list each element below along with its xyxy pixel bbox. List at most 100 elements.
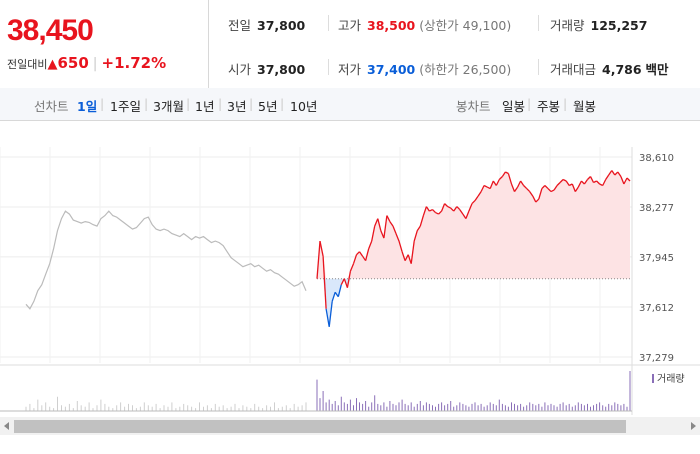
today-line-segment	[450, 207, 455, 212]
period-10y[interactable]: 10년	[290, 99, 318, 114]
period-1y[interactable]: 1년	[195, 99, 215, 114]
chart-toolbar: 선차트 1일 | 1주일 | 3개월 | 1년 | 3년 | 5년 | 10년 …	[0, 88, 700, 121]
today-line-segment	[587, 176, 591, 180]
today-line-segment	[471, 200, 476, 205]
today-line-segment	[559, 179, 564, 183]
today-line-segment	[392, 225, 397, 234]
divider: |	[92, 56, 98, 72]
stat-low: 저가 37,400 (하한가 26,500)	[338, 59, 511, 78]
stat-open: 시가 37,800	[228, 59, 305, 78]
today-line-segment	[334, 291, 339, 298]
up-triangle-icon: ▲	[47, 57, 58, 72]
today-line-segment	[611, 170, 616, 176]
divider	[328, 59, 329, 75]
scrollbar[interactable]	[0, 417, 700, 435]
volume-legend: 거래량	[652, 373, 685, 385]
chart-area: 38,610 38,277 37,945 37,612 37,279 거래량	[0, 121, 700, 450]
divider: |	[563, 96, 568, 111]
candle-monthly[interactable]: 월봉	[573, 99, 597, 114]
today-line-segment	[571, 183, 576, 192]
stat-value: 38,500	[367, 18, 416, 33]
stat-value: 37,800	[257, 18, 306, 33]
today-line-segment	[386, 215, 391, 222]
stat-value: 4,786	[602, 62, 642, 77]
stat-label: 고가	[338, 18, 362, 33]
stat-high: 고가 38,500 (상한가 49,100)	[338, 15, 511, 34]
period-5y[interactable]: 5년	[258, 99, 278, 114]
stat-label: 거래대금	[550, 62, 597, 77]
today-line-segment	[602, 179, 607, 186]
lower-limit: (하한가 26,500)	[419, 62, 512, 77]
today-line-segment	[520, 180, 525, 186]
today-line-segment	[413, 230, 418, 242]
today-line-segment	[517, 180, 522, 188]
today-line-segment	[526, 188, 531, 193]
period-1w[interactable]: 1주일	[110, 99, 141, 114]
change-label: 전일대비	[7, 58, 48, 71]
today-line-segment	[410, 241, 415, 264]
today-line-segment	[337, 284, 342, 297]
today-line-segment	[316, 241, 321, 279]
stat-label: 시가	[228, 62, 252, 77]
today-line-segment	[465, 210, 470, 219]
today-line-segment	[538, 188, 543, 200]
period-1d[interactable]: 1일	[77, 99, 98, 114]
y-tick-label: 37,945	[639, 253, 674, 264]
today-line-segment	[529, 191, 534, 197]
today-line-segment	[513, 186, 519, 192]
stat-label: 전일	[228, 18, 252, 33]
scroll-left-icon	[4, 422, 9, 430]
today-line-segment	[605, 174, 610, 180]
today-line-segment	[352, 254, 358, 264]
divider: |	[527, 96, 532, 111]
y-tick-label: 38,277	[639, 203, 674, 214]
price-change: 전일대비▲650 | +1.72%	[7, 54, 166, 72]
today-line-segment	[562, 178, 567, 182]
today-line-segment	[453, 206, 458, 212]
today-line-segment	[371, 225, 376, 242]
today-line-segment	[404, 254, 409, 261]
today-line-segment	[364, 248, 370, 261]
today-line-segment	[401, 251, 406, 261]
line-chart-label: 선차트	[34, 99, 69, 114]
stat-prev-close: 전일 37,800	[228, 15, 305, 34]
stat-value: 37,400	[367, 62, 416, 77]
today-line-segment	[407, 254, 412, 264]
today-line-segment	[626, 177, 631, 182]
today-line-segment	[553, 185, 558, 191]
price-box: 38,450 전일대비▲650 | +1.72%	[0, 0, 209, 88]
today-line-segment	[377, 218, 382, 231]
prev-day-line	[25, 210, 307, 310]
stats-panel: 전일 37,800 고가 38,500 (상한가 49,100) 거래량 125,257…	[208, 0, 700, 88]
today-line-segment	[593, 180, 597, 184]
period-3m[interactable]: 3개월	[153, 99, 184, 114]
today-line-segment	[583, 179, 589, 185]
today-line-segment	[432, 209, 436, 214]
today-line-segment	[374, 218, 379, 227]
stat-volume: 거래량 125,257	[550, 15, 647, 34]
today-line-segment	[429, 209, 433, 212]
quote-header: 38,450 전일대비▲650 | +1.72% 전일 37,800 고가 38,500…	[0, 0, 700, 89]
candle-daily[interactable]: 일봉	[502, 99, 526, 114]
today-line-segment	[501, 171, 506, 177]
today-line-segment	[389, 221, 394, 227]
today-line-segment	[617, 171, 622, 177]
period-3y[interactable]: 3년	[227, 99, 247, 114]
today-line-segment	[535, 198, 540, 203]
today-line-segment	[589, 176, 595, 183]
today-line-segment	[507, 173, 513, 185]
today-line-segment	[456, 206, 461, 211]
candle-chart-label: 봉차트	[456, 99, 491, 114]
today-line-segment	[468, 203, 473, 212]
today-line-segment	[599, 183, 603, 187]
legend-label: 거래량	[657, 373, 685, 385]
today-line-segment	[349, 263, 355, 272]
candle-weekly[interactable]: 주봉	[537, 99, 561, 114]
today-line-segment	[319, 240, 324, 257]
today-line-segment	[322, 256, 327, 309]
today-line-segment	[608, 170, 613, 176]
y-axis-ticks: 38,610 38,277 37,945 37,612 37,279	[639, 153, 674, 364]
today-series	[316, 170, 631, 327]
today-line-segment	[325, 308, 330, 327]
today-line-segment	[541, 185, 546, 190]
